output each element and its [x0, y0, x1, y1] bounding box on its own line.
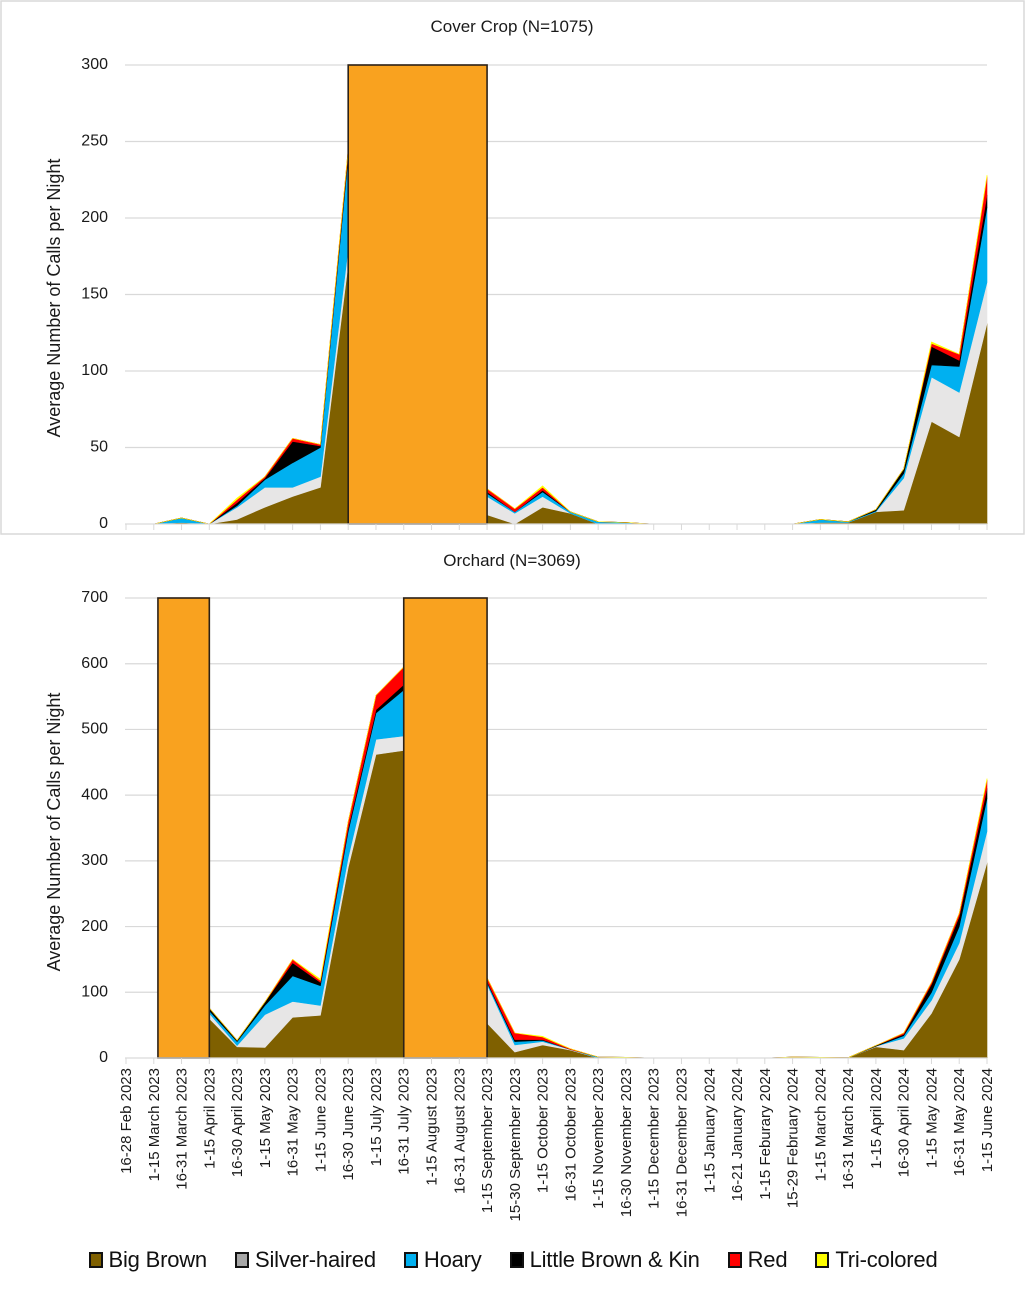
x-tick-label: 1-15 April 2023 — [201, 1068, 218, 1169]
x-tick-label: 1-15 November 2023 — [590, 1068, 607, 1209]
y-tick-label: 200 — [81, 209, 108, 226]
orchard-y-ticks: 0 100 200 300 400 500 600 700 — [81, 589, 108, 1066]
y-tick-label: 50 — [90, 439, 108, 456]
x-tick-label: 16-31 March 2024 — [840, 1068, 857, 1190]
x-tick-label: 1-15 January 2024 — [701, 1068, 718, 1193]
cover-crop-title: Cover Crop (N=1075) — [431, 17, 594, 36]
legend-swatch-hoary — [403, 1252, 418, 1268]
y-tick-label: 100 — [81, 362, 108, 379]
cover-crop-chart: Cover Crop (N=1075) Average Number of Ca… — [44, 17, 988, 532]
figure: Cover Crop (N=1075) Average Number of Ca… — [0, 0, 1025, 1221]
orchard-areas — [209, 666, 988, 1059]
y-tick-label: 200 — [81, 918, 108, 935]
orchard-y-axis-label: Average Number of Calls per Night — [44, 693, 64, 972]
legend-item-silver-haired: Silver-haired — [234, 1247, 376, 1273]
x-tick-label: 16-30 April 2024 — [896, 1068, 913, 1177]
legend-label: Little Brown & Kin — [529, 1247, 700, 1272]
legend-item-red: Red — [727, 1247, 788, 1273]
legend-item-hoary: Hoary — [403, 1247, 482, 1273]
no-data-box — [347, 64, 488, 525]
y-tick-label: 0 — [99, 1049, 108, 1066]
orchard-chart: Orchard (N=3069) Average Number of Calls… — [44, 551, 996, 1221]
x-tick-label: 1-15 March 2024 — [812, 1068, 829, 1181]
area-little-brown-kin — [153, 151, 988, 525]
x-tick-label: 16-30 April 2023 — [229, 1068, 246, 1177]
x-tick-label: 15-30 September 2023 — [507, 1068, 524, 1221]
orchard-gridlines — [125, 597, 987, 993]
cover-crop-gridlines — [125, 64, 987, 449]
no-data-box — [157, 597, 211, 1059]
legend-swatch-red — [727, 1252, 742, 1268]
x-tick-label: 1-15 September 2023 — [479, 1068, 496, 1213]
x-tick-label: 16-31 May 2024 — [951, 1068, 968, 1176]
area-big-brown — [209, 750, 988, 1059]
x-tick-label: 15-29 February 2024 — [785, 1068, 802, 1208]
x-tick-label: 1-15 December 2023 — [646, 1068, 663, 1209]
x-tick-label: 1-15 May 2023 — [257, 1068, 274, 1168]
legend-label: Big Brown — [108, 1247, 208, 1272]
x-tick-label: 1-15 Feburary 2024 — [757, 1068, 774, 1200]
x-tick-label: 16-28 Feb 2023 — [118, 1068, 135, 1174]
legend-swatch-silver-haired — [234, 1252, 249, 1268]
orchard-no-data-boxes — [157, 597, 488, 1059]
orchard-title: Orchard (N=3069) — [443, 551, 580, 570]
y-tick-label: 0 — [99, 515, 108, 532]
x-tick-label: 1-15 June 2024 — [979, 1068, 996, 1172]
cover-crop-no-data-boxes — [347, 64, 488, 525]
x-tick-label: 16-21 January 2024 — [729, 1068, 746, 1201]
legend: Big Brown Silver-haired Hoary Little Bro… — [0, 1240, 1026, 1280]
legend-swatch-tri-colored — [815, 1252, 830, 1268]
y-tick-label: 300 — [81, 852, 108, 869]
x-tick-label: 1-15 May 2024 — [923, 1068, 940, 1168]
cover-crop-x-axis — [125, 523, 988, 530]
x-tick-label: 16-31 October 2023 — [562, 1068, 579, 1201]
legend-item-big-brown: Big Brown — [88, 1247, 208, 1273]
orchard-x-axis — [125, 1057, 988, 1064]
no-data-box — [402, 597, 488, 1059]
x-tick-label: 1-15 July 2023 — [368, 1068, 385, 1166]
cover-crop-areas — [153, 148, 988, 525]
x-tick-label: 16-31 August 2023 — [451, 1068, 468, 1194]
cover-crop-y-ticks: 0 50 100 150 200 250 300 — [81, 56, 108, 532]
x-tick-label: 16-31 July 2023 — [396, 1068, 413, 1175]
legend-item-little-brown-kin: Little Brown & Kin — [509, 1247, 700, 1273]
y-tick-label: 500 — [81, 721, 108, 738]
x-axis-category-labels: 16-28 Feb 2023 1-15 March 2023 16-31 March… — [118, 1068, 996, 1221]
x-tick-label: 1-15 October 2023 — [535, 1068, 552, 1193]
x-tick-label: 16-30 November 2023 — [618, 1068, 635, 1217]
legend-label: Hoary — [423, 1247, 482, 1272]
y-tick-label: 150 — [81, 286, 108, 303]
y-tick-label: 250 — [81, 133, 108, 150]
x-tick-label: 16-31 March 2023 — [173, 1068, 190, 1190]
top-panel-frame — [0, 0, 1025, 535]
x-tick-label: 16-31 May 2023 — [285, 1068, 302, 1176]
y-tick-label: 400 — [81, 786, 108, 803]
y-tick-label: 100 — [81, 984, 108, 1001]
legend-swatch-little-brown-kin — [509, 1252, 524, 1268]
x-tick-label: 1-15 April 2024 — [868, 1068, 885, 1169]
y-tick-label: 700 — [81, 589, 108, 606]
legend-swatch-big-brown — [88, 1252, 103, 1268]
x-tick-label: 1-15 March 2023 — [146, 1068, 163, 1181]
y-tick-label: 600 — [81, 655, 108, 672]
legend-item-tri-colored: Tri-colored — [815, 1247, 938, 1273]
legend-label: Red — [747, 1247, 788, 1272]
x-tick-label: 1-15 June 2023 — [312, 1068, 329, 1172]
x-tick-label: 16-30 June 2023 — [340, 1068, 357, 1181]
y-tick-label: 300 — [81, 56, 108, 73]
legend-label: Silver-haired — [254, 1247, 376, 1272]
legend-label: Tri-colored — [835, 1247, 938, 1272]
x-tick-label: 16-31 December 2023 — [673, 1068, 690, 1217]
cover-crop-y-axis-label: Average Number of Calls per Night — [44, 159, 64, 438]
x-tick-label: 1-15 August 2023 — [423, 1068, 440, 1186]
